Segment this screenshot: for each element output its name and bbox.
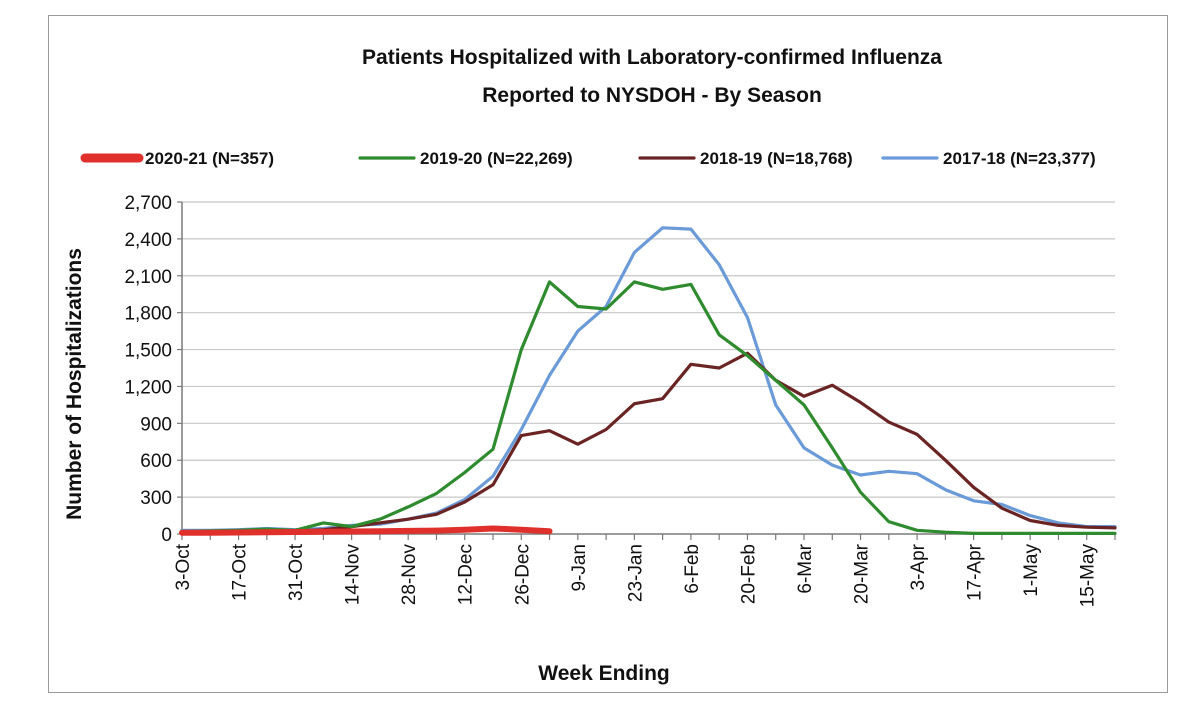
x-tick-label: 6-Mar [795,543,816,593]
legend-label: 2017-18 (N=23,377) [943,149,1096,168]
x-tick-label: 6-Feb [682,544,703,594]
y-tick-label: 2,700 [124,193,172,214]
series-lines [179,226,1117,536]
x-tick-label: 9-Jan [569,544,590,592]
x-tick-label: 3-Apr [908,543,929,590]
x-tick-label: 23-Jan [625,544,646,602]
x-tick-label: 20-Mar [852,543,873,604]
x-tick-label: 28-Nov [399,544,420,606]
legend-label: 2020-21 (N=357) [145,149,274,168]
series-line-2 [180,280,1117,536]
y-tick-label: 300 [140,488,172,509]
chart: Patients Hospitalized with Laboratory-co… [63,46,1117,685]
chart-frame: Patients Hospitalized with Laboratory-co… [48,15,1168,693]
x-tick-label: 3-Oct [173,543,194,590]
gridlines [182,201,1115,498]
y-tick-label: 1,500 [124,341,172,362]
series-line-3 [180,351,1117,534]
x-tick-label: 17-Apr [965,543,986,601]
y-axis-title: Number of Hospitalizations [63,248,86,520]
y-tick-labels: 0 300 600 900 1,200 1,500 1,800 2,100 2,400 2,700 [124,193,172,546]
y-tick-label: 900 [140,414,172,435]
series-line-1 [179,525,553,536]
x-tick-label: 26-Dec [512,544,533,605]
x-tick-label: 1-May [1021,544,1042,597]
x-tick-label: 31-Oct [286,543,307,601]
y-tick-label: 2,100 [124,267,172,288]
x-tick-labels: 3-Oct 17-Oct 31-Oct 14-Nov 28-Nov 12-Dec 26-De… [173,543,1099,607]
y-tick-label: 1,800 [124,304,172,325]
chart-title: Patients Hospitalized with Laboratory-co… [362,46,942,69]
chart-subtitle: Reported to NYSDOH - By Season [482,84,822,107]
y-tick-label: 600 [140,451,172,472]
legend-label: 2018-19 (N=18,768) [700,149,853,168]
legend-label: 2019-20 (N=22,269) [420,149,573,168]
x-tick-label: 20-Feb [738,544,759,604]
legend: 2020-21 (N=357) 2019-20 (N=22,269) 2018-19… [80,149,1096,168]
x-tick-label: 14-Nov [343,544,364,606]
y-tick-label: 2,400 [124,230,172,251]
x-tick-label: 15-May [1078,544,1099,608]
y-tick-label: 1,200 [124,377,172,398]
series-line-4 [180,226,1117,532]
x-tick-label: 12-Dec [456,544,477,605]
y-tick-label: 0 [161,525,172,546]
x-axis-title: Week Ending [538,662,669,685]
x-tick-label: 17-Oct [230,543,251,601]
